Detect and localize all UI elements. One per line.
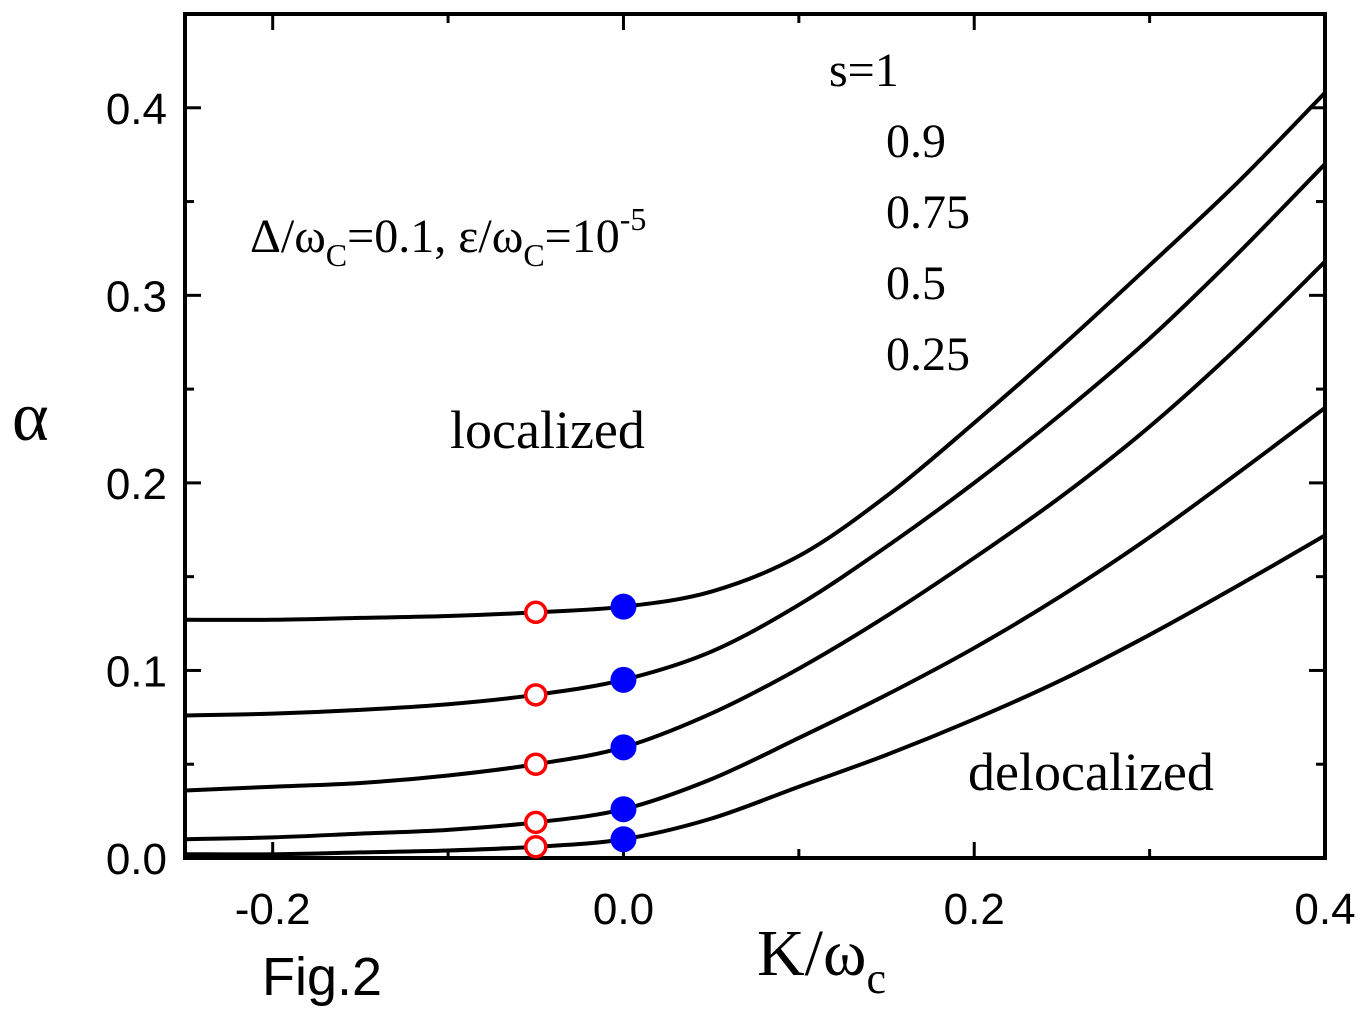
series-line bbox=[184, 260, 1327, 793]
delta-symbol: Δ/ω bbox=[250, 210, 326, 263]
delta-value: =0.1, bbox=[347, 210, 458, 263]
series-curves bbox=[184, 91, 1327, 857]
localized-label: localized bbox=[450, 400, 645, 460]
plot-frame bbox=[183, 12, 1327, 860]
y-tick-label: 0.1 bbox=[106, 647, 167, 696]
x-axis-label-sub: c bbox=[866, 954, 886, 1003]
y-tick-label: 0.0 bbox=[106, 835, 167, 884]
series-line bbox=[184, 406, 1327, 842]
axis-ticks bbox=[185, 12, 1327, 860]
y-tick-label: 0.2 bbox=[106, 460, 167, 509]
delocalized-label: delocalized bbox=[968, 742, 1214, 802]
filled-circle-marker bbox=[610, 666, 637, 693]
epsilon-symbol: ε/ω bbox=[458, 210, 523, 263]
delta-subscript: C bbox=[326, 237, 347, 273]
open-circle-marker bbox=[524, 600, 548, 625]
x-tick-label: 0.2 bbox=[944, 885, 1005, 934]
open-circle-marker bbox=[524, 683, 548, 707]
x-tick-label: -0.2 bbox=[235, 885, 311, 934]
epsilon-exponent: -5 bbox=[620, 201, 647, 237]
series-line bbox=[184, 533, 1326, 857]
parameter-annotation: Δ/ωC=0.1, ε/ωC=10-5 bbox=[250, 201, 646, 273]
x-axis-label-main: K/ω bbox=[757, 917, 866, 990]
series-line bbox=[184, 162, 1327, 718]
filled-circle-marker bbox=[610, 734, 637, 761]
series-line bbox=[184, 91, 1327, 622]
epsilon-value: =10 bbox=[545, 210, 620, 263]
legend-entry: 0.5 bbox=[886, 257, 946, 310]
x-tick-label: 0.4 bbox=[1294, 885, 1355, 934]
filled-circle-marker bbox=[610, 826, 637, 853]
y-axis-label: α bbox=[12, 379, 49, 456]
x-axis-label: K/ωc bbox=[757, 917, 886, 1003]
legend-entry: 0.25 bbox=[886, 328, 970, 381]
open-circle-marker bbox=[524, 752, 548, 776]
legend-entry: 0.75 bbox=[886, 186, 970, 239]
x-tick-label: 0.0 bbox=[593, 885, 654, 934]
open-circle-marker bbox=[524, 810, 548, 835]
axis-tick-labels: -0.2 0.0 0.2 0.4 0.0 0.1 0.2 0.3 0.4 bbox=[106, 85, 1356, 934]
y-tick-label: 0.4 bbox=[106, 85, 167, 134]
epsilon-subscript: C bbox=[523, 237, 544, 273]
filled-circle-marker bbox=[610, 796, 637, 823]
open-circle-marker bbox=[524, 834, 548, 859]
data-markers bbox=[524, 593, 637, 859]
figure-label: Fig.2 bbox=[262, 947, 382, 1007]
legend-title: s=1 bbox=[829, 44, 899, 97]
filled-circle-marker bbox=[610, 593, 637, 620]
legend-entry: 0.9 bbox=[886, 115, 946, 168]
y-tick-label: 0.3 bbox=[106, 272, 167, 321]
